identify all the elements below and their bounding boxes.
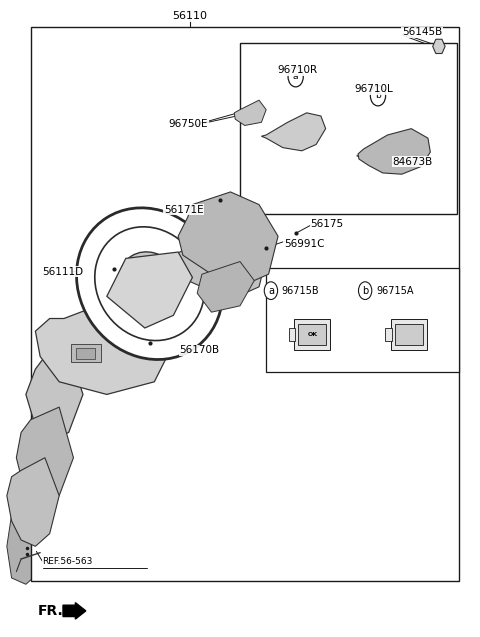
Bar [240,43,456,214]
Circle shape [371,85,385,106]
Polygon shape [36,306,173,394]
Text: 56110: 56110 [172,11,207,21]
Circle shape [288,67,303,87]
Text: 56170B: 56170B [179,345,219,355]
Text: OK: OK [308,332,318,337]
Text: 96710L: 96710L [354,85,393,94]
Polygon shape [197,262,254,312]
Text: 56175: 56175 [311,218,344,229]
Polygon shape [7,502,49,584]
Bar [71,344,101,362]
Bar [385,328,392,341]
Text: REF.56-563: REF.56-563 [43,557,93,566]
Text: 56145B: 56145B [402,27,442,38]
Polygon shape [26,350,83,439]
Ellipse shape [95,227,204,341]
Text: 56991C: 56991C [284,239,324,249]
Text: 96750E: 96750E [168,118,208,129]
Text: a: a [268,285,274,296]
Polygon shape [234,100,266,125]
FancyArrow shape [63,603,86,619]
Polygon shape [16,407,73,508]
Text: 56111D: 56111D [43,267,84,276]
Polygon shape [107,252,192,328]
Polygon shape [262,113,325,151]
Ellipse shape [119,252,180,315]
Polygon shape [159,224,268,299]
Polygon shape [178,192,278,287]
Ellipse shape [76,208,223,359]
Text: 84673B: 84673B [392,157,432,166]
Ellipse shape [76,208,223,359]
Circle shape [359,282,372,299]
Bar [266,268,459,372]
Polygon shape [358,129,431,174]
Polygon shape [7,458,59,547]
Text: FR.: FR. [38,604,63,618]
Bar [391,319,427,350]
Bar [395,324,423,345]
Text: 96715B: 96715B [282,285,320,296]
Bar [76,348,95,359]
Bar [31,27,459,581]
Text: 96715A: 96715A [376,285,414,296]
Circle shape [264,282,277,299]
Bar [289,328,295,341]
Text: a: a [293,72,299,82]
Text: 96710R: 96710R [277,66,317,75]
Bar [295,319,330,350]
Polygon shape [432,39,445,54]
Text: 56171E: 56171E [164,204,204,215]
Polygon shape [357,132,421,168]
Bar [298,324,326,345]
Text: b: b [362,285,368,296]
Text: b: b [375,91,381,100]
